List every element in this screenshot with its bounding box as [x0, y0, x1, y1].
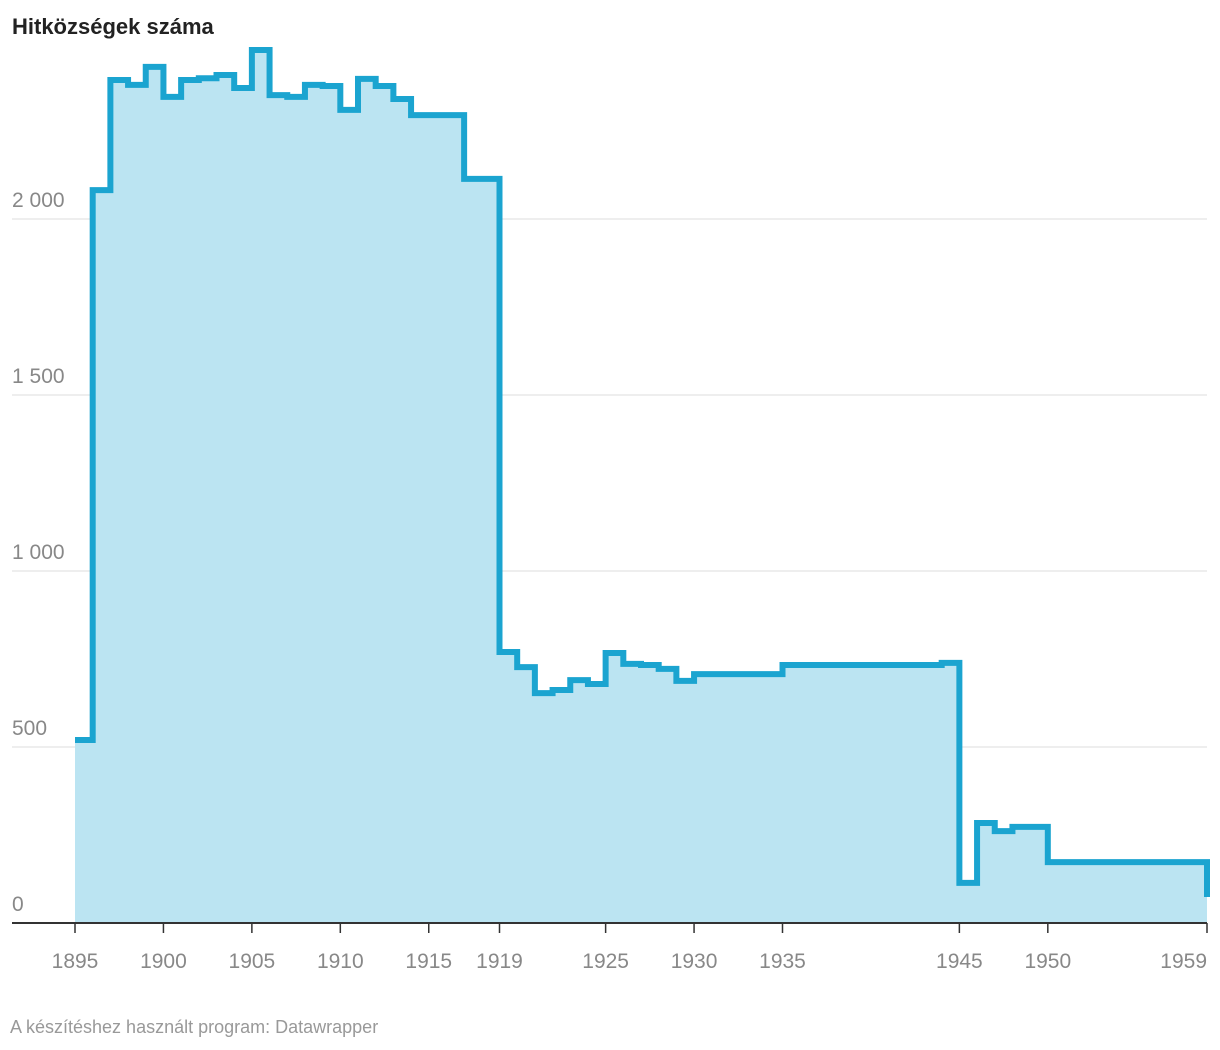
x-tick-label: 1935: [759, 950, 806, 973]
y-tick-label: 1 500: [12, 365, 65, 388]
x-tick-label: 1915: [405, 950, 452, 973]
area: [75, 50, 1207, 924]
y-tick-label: 2 000: [12, 189, 65, 212]
y-tick-label: 1 000: [12, 541, 65, 564]
x-tick-label: 1919: [476, 950, 523, 973]
chart-title: Hitközségek száma: [12, 14, 215, 39]
x-tick-label: 1895: [52, 950, 99, 973]
step-line: [75, 47, 1210, 897]
x-tick-label: 1910: [317, 950, 364, 973]
y-tick-label: 500: [12, 717, 47, 740]
x-tick-label: 1905: [229, 950, 276, 973]
x-tick-label: 1959: [1160, 950, 1207, 973]
footer: A készítéshez használt program: Datawrap…: [10, 1017, 378, 1037]
x-tick-label: 1925: [582, 950, 629, 973]
y-tick-label: 0: [12, 893, 24, 916]
x-tick-label: 1945: [936, 950, 983, 973]
x-tick-label: 1900: [140, 950, 187, 973]
x-tick-label: 1930: [671, 950, 718, 973]
x-tick-label: 1950: [1024, 950, 1071, 973]
